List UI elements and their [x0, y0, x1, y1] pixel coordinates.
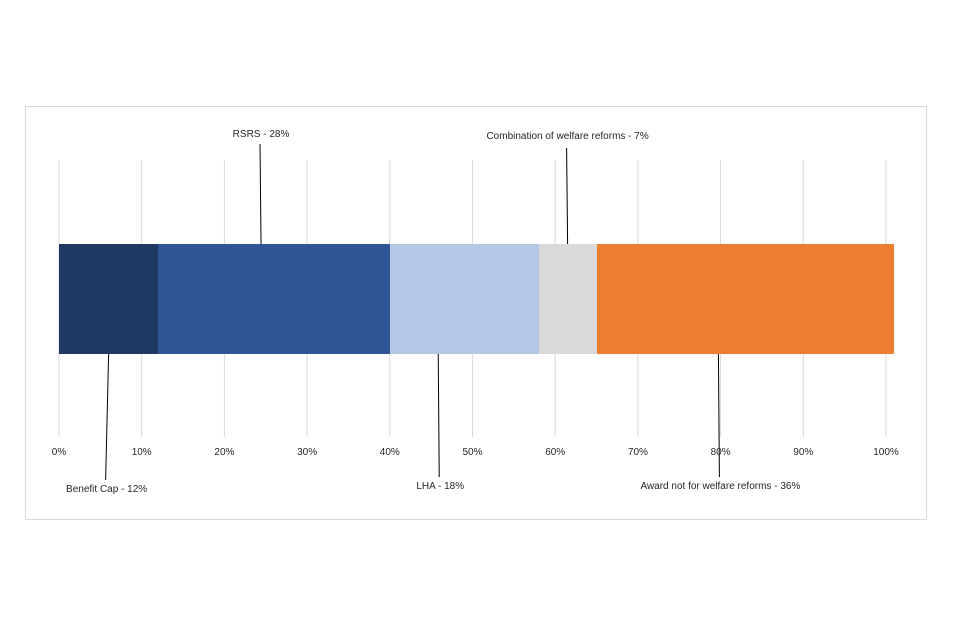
- x-tick-label: 70%: [628, 447, 648, 458]
- bar-segment-1: [158, 244, 390, 354]
- data-label-2: LHA - 18%: [416, 481, 464, 492]
- x-tick-label: 50%: [462, 447, 482, 458]
- x-tick-label: 80%: [711, 447, 731, 458]
- bar-segment-0: [59, 244, 158, 354]
- data-label-1: RSRS - 28%: [233, 129, 290, 140]
- x-axis-tick-labels: 0% 10% 20% 30% 40% 50% 60% 70% 80% 90% 100%: [52, 447, 899, 458]
- leader-line-0: [105, 353, 110, 481]
- bar-segment-2: [390, 244, 539, 354]
- leader-line-1: [259, 143, 262, 245]
- x-tick-label: 20%: [214, 447, 234, 458]
- x-tick-label: 10%: [132, 447, 152, 458]
- stacked-bar-chart: 0% 10% 20% 30% 40% 50% 60% 70% 80% 90% 100% Benefi…: [52, 129, 899, 495]
- bar-segments: [59, 244, 894, 354]
- bar-segment-4: [597, 244, 894, 354]
- data-labels: Benefit Cap - 12% RSRS - 28% LHA - 18% Comb…: [66, 129, 800, 495]
- x-tick-label: 60%: [545, 447, 565, 458]
- x-tick-label: 90%: [793, 447, 813, 458]
- data-label-4: Award not for welfare reforms - 36%: [640, 481, 800, 492]
- x-tick-label: 100%: [873, 447, 899, 458]
- label-leader-lines: [105, 143, 720, 481]
- data-label-0: Benefit Cap - 12%: [66, 484, 147, 495]
- leader-line-2: [437, 353, 440, 478]
- bar-segment-3: [539, 244, 597, 354]
- leader-line-3: [566, 147, 569, 245]
- x-tick-label: 30%: [297, 447, 317, 458]
- x-tick-label: 0%: [52, 447, 67, 458]
- data-label-3: Combination of welfare reforms - 7%: [486, 131, 648, 142]
- leader-line-4: [717, 353, 720, 478]
- x-tick-label: 40%: [380, 447, 400, 458]
- chart-area: 0% 10% 20% 30% 40% 50% 60% 70% 80% 90% 100% Benefi…: [25, 106, 927, 520]
